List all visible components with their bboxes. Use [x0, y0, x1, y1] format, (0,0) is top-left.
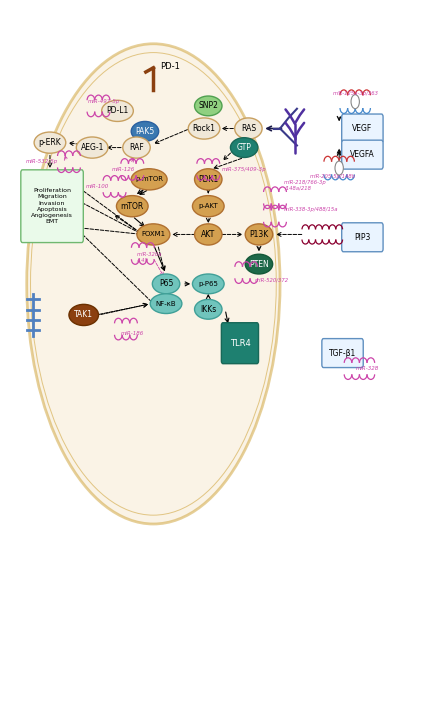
Text: mTOR: mTOR — [121, 201, 144, 211]
Text: PDK1: PDK1 — [198, 175, 218, 184]
Text: miR-338-3p/488/15a: miR-338-3p/488/15a — [284, 207, 339, 212]
Text: miR-186: miR-186 — [121, 331, 144, 336]
Text: RAS: RAS — [241, 124, 256, 133]
Ellipse shape — [230, 138, 258, 157]
Text: p-P65: p-P65 — [198, 281, 218, 287]
Text: GTP: GTP — [237, 143, 252, 152]
Ellipse shape — [102, 100, 133, 121]
Text: AKT: AKT — [201, 230, 215, 239]
Ellipse shape — [193, 196, 224, 217]
Text: Proliferation
Migration
Invasion
Apoptosis
Angiogenesis
EMT: Proliferation Migration Invasion Apoptos… — [31, 188, 73, 224]
Text: TLR4: TLR4 — [230, 339, 250, 347]
Ellipse shape — [116, 196, 148, 217]
Text: SNP2: SNP2 — [198, 101, 218, 111]
Ellipse shape — [195, 299, 222, 319]
Text: miR-205-5p/148b: miR-205-5p/148b — [310, 174, 356, 179]
Text: P13K: P13K — [249, 230, 269, 239]
Ellipse shape — [195, 224, 222, 245]
Text: AEG-1: AEG-1 — [80, 143, 104, 152]
Text: miR-532-5p: miR-532-5p — [26, 160, 58, 164]
Ellipse shape — [27, 44, 280, 524]
Circle shape — [351, 95, 360, 108]
Text: miR-375/409-3p: miR-375/409-3p — [222, 167, 266, 172]
Ellipse shape — [137, 224, 170, 245]
FancyBboxPatch shape — [342, 223, 383, 252]
Text: PAK5: PAK5 — [135, 127, 155, 136]
Text: Rock1: Rock1 — [193, 124, 215, 133]
Ellipse shape — [195, 169, 222, 190]
Text: NF-κB: NF-κB — [156, 301, 176, 307]
Text: PIP3: PIP3 — [354, 233, 371, 242]
Ellipse shape — [193, 274, 224, 294]
FancyBboxPatch shape — [342, 140, 383, 169]
FancyBboxPatch shape — [221, 323, 258, 364]
FancyBboxPatch shape — [322, 339, 363, 367]
Text: IKKs: IKKs — [200, 305, 216, 314]
Text: p-mTOR: p-mTOR — [135, 177, 163, 182]
FancyBboxPatch shape — [342, 114, 383, 143]
Ellipse shape — [195, 96, 222, 116]
Ellipse shape — [34, 132, 66, 153]
FancyBboxPatch shape — [21, 170, 83, 242]
Ellipse shape — [131, 169, 167, 190]
Ellipse shape — [235, 118, 262, 139]
Ellipse shape — [245, 224, 273, 245]
Text: P65: P65 — [159, 279, 173, 289]
Text: TGF-β1: TGF-β1 — [329, 349, 356, 357]
Text: miR-520/372: miR-520/372 — [255, 277, 289, 282]
Text: PTEN: PTEN — [249, 259, 269, 269]
Text: miR-320a
/149: miR-320a /149 — [136, 252, 162, 262]
Ellipse shape — [188, 118, 220, 139]
Ellipse shape — [76, 137, 108, 158]
Text: miR-218/766-3p
/148a/218: miR-218/766-3p /148a/218 — [284, 179, 327, 191]
Text: p-ERK: p-ERK — [39, 138, 61, 147]
Text: PD-1: PD-1 — [160, 62, 180, 71]
Ellipse shape — [150, 294, 182, 313]
Text: miR-328: miR-328 — [356, 366, 380, 371]
Circle shape — [335, 161, 343, 175]
Text: miR-126: miR-126 — [111, 167, 135, 172]
Ellipse shape — [131, 121, 159, 141]
Text: miR-125a-3p/363: miR-125a-3p/363 — [333, 91, 379, 96]
Text: miR-100: miR-100 — [86, 184, 109, 189]
Text: FOXM1: FOXM1 — [142, 231, 165, 238]
Text: RAF: RAF — [129, 143, 144, 152]
Ellipse shape — [69, 304, 99, 325]
Text: VEGFA: VEGFA — [350, 150, 375, 159]
Text: VEGF: VEGF — [352, 124, 373, 133]
Text: PD-L1: PD-L1 — [106, 106, 129, 116]
Ellipse shape — [245, 255, 273, 274]
Ellipse shape — [123, 137, 150, 158]
Ellipse shape — [152, 274, 180, 294]
Text: p-AKT: p-AKT — [198, 203, 218, 209]
Text: miR-497-5p: miR-497-5p — [88, 99, 120, 104]
Text: TAK1: TAK1 — [74, 311, 93, 320]
